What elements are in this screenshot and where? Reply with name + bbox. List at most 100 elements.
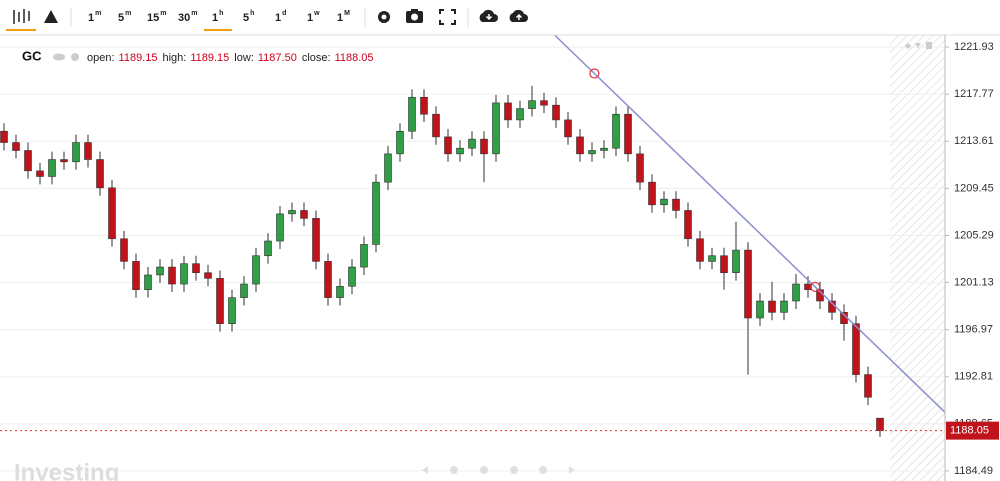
- candle-body: [120, 238, 128, 262]
- candle-body: [552, 104, 560, 121]
- y-tick-label: 1205.29: [954, 229, 994, 241]
- interval-number[interactable]: 5: [118, 12, 124, 24]
- interval-unit[interactable]: h: [250, 10, 254, 17]
- candle-body: [600, 147, 608, 151]
- candle-body: [456, 147, 464, 155]
- candle-body: [660, 198, 668, 206]
- field-value: 1188.05: [335, 52, 374, 64]
- candle-body: [0, 130, 8, 143]
- candle-body: [588, 150, 596, 155]
- candle-body: [576, 136, 584, 155]
- candle-body: [768, 300, 776, 313]
- future-area: [890, 35, 945, 481]
- interval-number[interactable]: 1: [88, 12, 94, 24]
- interval-unit[interactable]: M: [344, 10, 350, 17]
- selected-indicator: [6, 29, 36, 31]
- interval-number[interactable]: 1: [337, 12, 343, 24]
- header-icons: [53, 53, 79, 61]
- candle-body: [72, 142, 80, 163]
- interval-unit[interactable]: m: [191, 10, 197, 17]
- y-tick-label: 1196.97: [954, 324, 993, 336]
- interval-number[interactable]: 1: [275, 12, 281, 24]
- candle-body: [732, 249, 740, 274]
- interval-number[interactable]: 15: [147, 12, 159, 24]
- candle-body: [360, 244, 368, 268]
- interval-unit[interactable]: d: [282, 10, 286, 17]
- interval-unit[interactable]: h: [219, 10, 223, 17]
- area-icon[interactable]: [44, 10, 58, 23]
- candle-body: [420, 96, 428, 115]
- candle-body: [672, 198, 680, 211]
- interval-number[interactable]: 5: [243, 12, 249, 24]
- trendline-anchor: [810, 281, 821, 292]
- fullscreen-icon[interactable]: [439, 9, 456, 25]
- trendline-anchor: [589, 68, 600, 79]
- candle-body: [252, 255, 260, 285]
- candle-body: [396, 130, 404, 155]
- interval-button[interactable]: 15 m: [147, 10, 166, 24]
- candle-body: [108, 187, 116, 240]
- interval-unit[interactable]: m: [125, 10, 131, 17]
- plot: [0, 34, 946, 437]
- candle-body: [12, 142, 20, 151]
- candle-body: [324, 261, 332, 298]
- field-label: high:: [162, 52, 186, 64]
- selected-indicator: [204, 29, 232, 31]
- candle-body: [24, 150, 32, 172]
- field-value: 1189.15: [119, 52, 158, 64]
- candle-body: [348, 266, 356, 287]
- nav-controls[interactable]: [422, 466, 575, 474]
- interval-unit[interactable]: m: [160, 10, 166, 17]
- candle-body: [132, 261, 140, 290]
- candle-body: [624, 113, 632, 155]
- interval-number[interactable]: 30: [178, 12, 190, 24]
- y-tick-label: 1209.45: [954, 182, 994, 194]
- candles-icon[interactable]: [13, 9, 30, 24]
- interval-number[interactable]: 1: [212, 12, 218, 24]
- candle-body: [444, 136, 452, 155]
- candle-body: [96, 159, 104, 189]
- y-tick-label: 1221.93: [954, 41, 994, 53]
- upload-icon[interactable]: [509, 9, 528, 22]
- interval-button[interactable]: 30 m: [178, 10, 197, 24]
- candle-body: [648, 181, 656, 206]
- ohlc-fields: open: 1189.15 high: 1189.15 low: 1187.50 close…: [87, 52, 374, 64]
- y-tick-label: 1192.81: [954, 371, 993, 383]
- candle-body: [240, 283, 248, 298]
- candle-body: [384, 153, 392, 183]
- settings-icon[interactable]: [378, 11, 390, 23]
- legend-tools: [905, 42, 932, 49]
- candle-body: [192, 263, 200, 274]
- y-tick-label: 1201.13: [954, 276, 994, 288]
- candle-body: [48, 159, 56, 177]
- interval-number[interactable]: 1: [307, 12, 313, 24]
- grid: [0, 46, 945, 472]
- last-price-box: [946, 421, 999, 440]
- field-label: open:: [87, 52, 115, 64]
- candle-body: [792, 283, 800, 302]
- candle-body: [636, 153, 644, 183]
- field-value: 1189.15: [190, 52, 229, 64]
- camera-icon[interactable]: [406, 9, 423, 23]
- candle-body: [564, 119, 572, 138]
- candle-body: [372, 181, 380, 245]
- candle-body: [696, 238, 704, 262]
- candle-body: [60, 159, 68, 163]
- interval-unit[interactable]: m: [95, 10, 101, 17]
- candle-body: [612, 113, 620, 149]
- candle-body: [180, 263, 188, 285]
- candle-body: [408, 96, 416, 132]
- candle-body: [168, 266, 176, 285]
- download-icon[interactable]: [479, 9, 498, 22]
- candle-body: [156, 266, 164, 276]
- interval-unit[interactable]: w: [313, 10, 320, 17]
